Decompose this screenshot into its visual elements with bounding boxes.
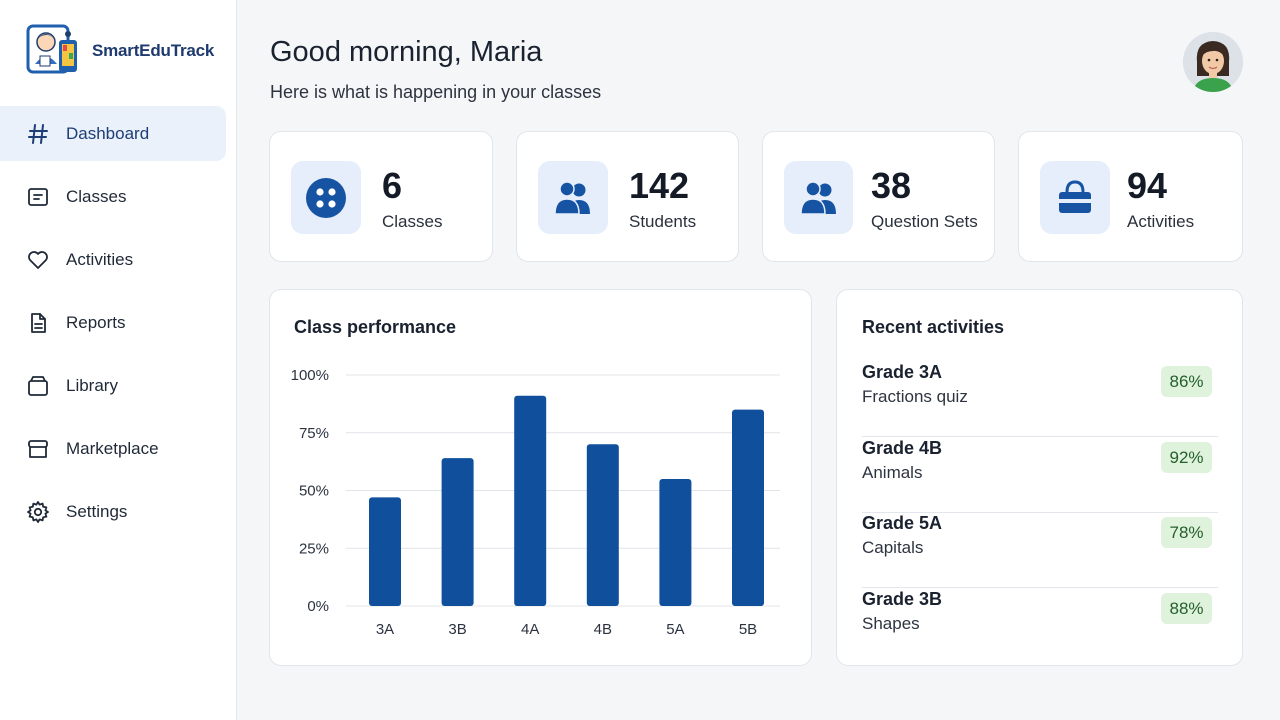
users-icon [784,161,853,234]
x-tick-label: 4B [594,621,612,638]
users-icon [538,161,608,234]
score-badge: 78% [1161,517,1212,548]
sidebar-item-library[interactable]: Library [0,358,226,413]
recent-activities-panel: Recent activities Grade 3A Fractions qui… [836,289,1243,666]
bar [369,497,401,606]
stat-label: Students [629,212,697,231]
activity-name: Fractions quiz [862,387,968,406]
stat-value: 94 [1127,165,1168,206]
activity-item[interactable]: Grade 3B Shapes 88% [862,589,1218,664]
sidebar-item-label: Library [66,375,118,395]
bar [514,395,547,606]
activity-item[interactable]: Grade 3A Fractions quiz 86% [862,362,1218,437]
heart-icon [26,248,50,272]
stat-value: 142 [629,165,690,206]
folder-icon [26,374,50,398]
class-performance-panel: Class performance 100% 75% 50% 25% 0% 3A 3B 4A 4… [269,289,812,666]
store-icon [26,437,50,461]
stat-card-classes[interactable]: 6 Classes [269,131,493,262]
y-tick-label: 50% [299,483,329,500]
x-tick-label: 4A [521,621,539,638]
activity-name: Capitals [862,538,924,557]
brand[interactable]: SmartEduTrack [26,24,214,78]
stat-value: 38 [871,165,912,206]
stat-label: Activities [1127,212,1195,231]
sidebar-item-settings[interactable]: Settings [0,484,226,539]
sidebar-item-classes[interactable]: Classes [0,169,226,224]
x-tick-label: 5A [666,621,684,638]
stat-label: Classes [382,212,443,231]
sidebar-item-reports[interactable]: Reports [0,295,226,350]
x-tick-label: 3B [448,621,466,638]
activity-class: Grade 3B [862,589,943,609]
app-name: SmartEduTrack [92,41,215,60]
activity-class: Grade 3A [862,362,943,382]
sidebar-item-label: Marketplace [66,438,159,458]
sidebar-item-label: Classes [66,186,127,206]
bar [732,409,764,606]
stat-value: 6 [382,165,403,206]
chart-title: Class performance [294,317,457,337]
activity-class: Grade 5A [862,513,943,533]
sidebar-item-dashboard[interactable]: Dashboard [0,106,226,161]
recent-activities-title: Recent activities [862,317,1005,337]
y-tick-label: 0% [307,598,329,615]
activity-class: Grade 4B [862,438,943,458]
page-subtitle: Here is what is happening in your classe… [270,82,602,102]
bar [586,444,619,606]
sidebar-item-label: Settings [66,501,128,521]
sidebar: SmartEduTrack Dashboard Classes [0,0,237,720]
clipboard-icon [26,185,50,209]
activity-item[interactable]: Grade 5A Capitals 78% [862,513,1218,588]
avatar[interactable] [1183,32,1243,92]
activity-item[interactable]: Grade 4B Animals 92% [862,438,1218,513]
bar [441,458,474,606]
score-badge: 88% [1161,593,1212,624]
x-tick-label: 3A [376,621,394,638]
x-tick-label: 5B [739,621,757,638]
bar [659,478,692,606]
hash-icon [26,122,50,146]
score-badge: 92% [1161,442,1212,473]
sidebar-item-marketplace[interactable]: Marketplace [0,421,226,476]
page-title: Good morning, Maria [270,36,543,68]
sidebar-item-label: Reports [66,312,126,332]
app-logo [26,24,82,78]
stat-label: Question Sets [871,212,978,231]
stat-card-activities[interactable]: 94 Activities [1018,131,1243,262]
stat-card-question-sets[interactable]: 38 Question Sets [762,131,995,262]
sidebar-item-label: Dashboard [66,123,150,143]
score-badge: 86% [1161,366,1212,397]
stat-card-students[interactable]: 142 Students [516,131,739,262]
sidebar-item-activities[interactable]: Activities [0,232,226,287]
class-performance-chart: 100% 75% 50% 25% 0% 3A 3B 4A 4B 5A 5B [291,367,780,638]
grid-dots-icon [291,161,361,234]
y-tick-label: 100% [291,367,329,384]
y-tick-label: 25% [299,540,329,557]
sidebar-item-label: Activities [66,249,134,269]
gear-icon [26,500,50,524]
activity-name: Shapes [862,614,920,633]
document-icon [26,311,50,335]
basket-icon [1040,161,1110,234]
activity-name: Animals [862,463,923,482]
y-tick-label: 75% [299,425,329,442]
